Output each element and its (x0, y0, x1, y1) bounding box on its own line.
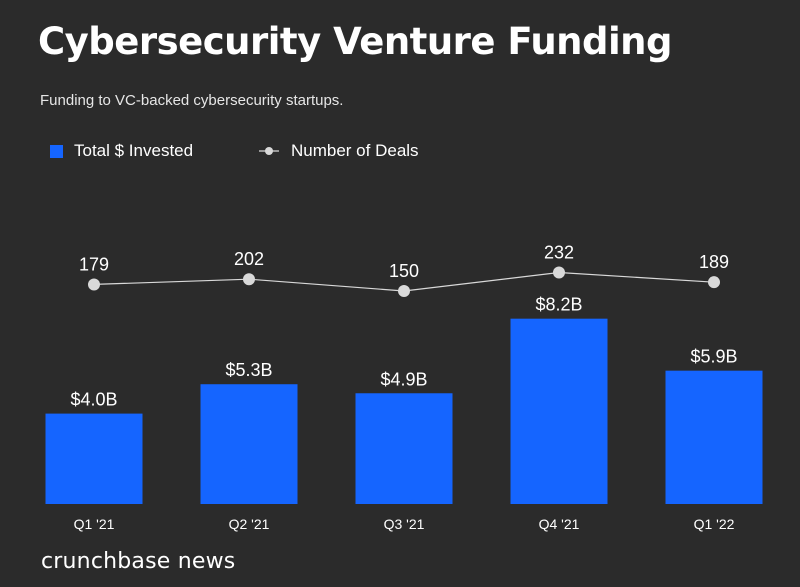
chart-subtitle: Funding to VC-backed cybersecurity start… (40, 92, 344, 109)
deals-value-label: 179 (79, 254, 109, 274)
x-tick-label: Q2 '21 (229, 516, 270, 532)
legend-item-total-invested: Total $ Invested (50, 141, 193, 161)
deals-value-label: 232 (544, 242, 574, 262)
deals-value-label: 189 (699, 252, 729, 272)
x-tick-label: Q1 '21 (74, 516, 115, 532)
bar-value-label: $8.2B (535, 295, 582, 315)
chart-title: Cybersecurity Venture Funding (38, 20, 673, 63)
legend-line-marker (265, 147, 273, 155)
deals-point-5 (708, 276, 720, 289)
deals-point-4 (553, 266, 565, 279)
deals-value-label: 202 (234, 249, 264, 269)
x-tick-label: Q3 '21 (384, 516, 425, 532)
bar-value-label: $4.9B (380, 369, 427, 389)
bar-value-label: $4.0B (70, 390, 117, 410)
legend-label-total-invested: Total $ Invested (74, 141, 194, 160)
deals-value-label: 150 (389, 261, 419, 281)
legend-line-swatch (259, 147, 279, 155)
bar-1 (45, 413, 143, 504)
bar-3 (355, 393, 453, 504)
bar-2 (200, 384, 298, 504)
legend-bar-swatch (50, 144, 63, 158)
bar-5 (665, 370, 763, 504)
bar-value-label: $5.9B (690, 347, 737, 367)
bar-value-label: $5.3B (225, 360, 272, 380)
x-tick-label: Q4 '21 (539, 516, 580, 532)
deals-point-2 (243, 273, 255, 286)
bar-4 (510, 318, 608, 504)
x-tick-label: Q1 '22 (694, 516, 735, 532)
legend-label-number-of-deals: Number of Deals (291, 141, 419, 160)
deals-point-3 (398, 285, 410, 297)
legend-item-number-of-deals: Number of Deals (259, 141, 419, 161)
deals-point-1 (88, 278, 100, 291)
brand-logo: crunchbase news (41, 549, 236, 574)
